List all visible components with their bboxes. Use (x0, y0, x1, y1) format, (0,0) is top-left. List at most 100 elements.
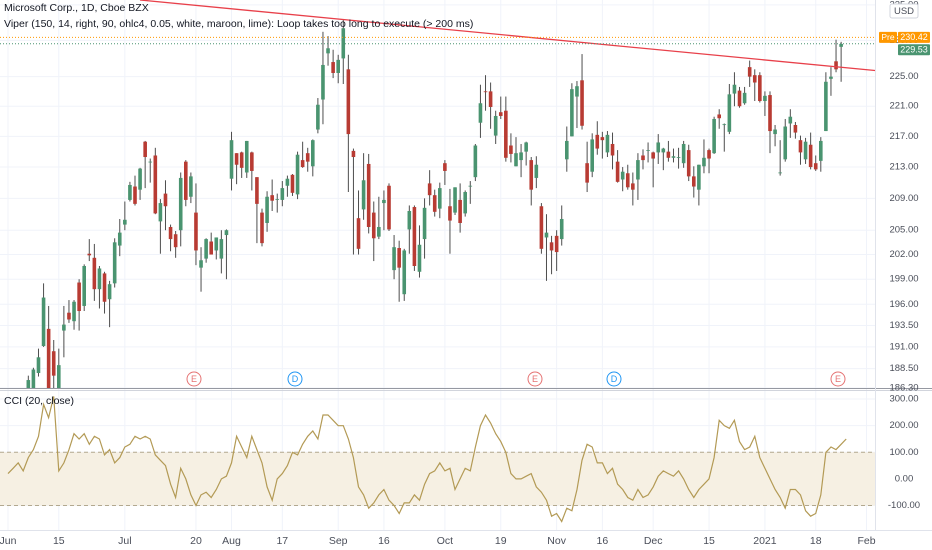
x-tick-label: Aug (222, 535, 241, 547)
candle-body (97, 268, 102, 290)
candle-body (585, 163, 589, 183)
candle-body (453, 187, 457, 213)
candle-body (681, 143, 686, 164)
candle-body (305, 153, 310, 162)
candle-body (839, 43, 843, 47)
y-tick-label: 202.00 (889, 249, 918, 260)
event-label[interactable]: E (532, 374, 538, 384)
pre-market-tag-label: Pre (881, 32, 895, 42)
candle-body (788, 116, 793, 124)
candle-body (26, 380, 31, 388)
candle-body (605, 134, 610, 153)
candle-body (570, 89, 574, 137)
candle-body (631, 183, 635, 190)
x-tick-label: 18 (810, 535, 822, 547)
candle-body (173, 234, 178, 248)
candle-body (346, 69, 351, 135)
price-labels: Pre 230.42 229.53 (0, 31, 930, 56)
candle-body (244, 140, 249, 173)
candle-body (463, 192, 467, 214)
currency-box[interactable] (889, 3, 919, 19)
event-marker[interactable]: E (186, 371, 202, 387)
x-tick-label: Oct (437, 535, 453, 547)
candle-body (412, 207, 417, 267)
candle-body (539, 206, 544, 249)
chart-title: Microsoft Corp., 1D, Cboe BZX (4, 2, 149, 14)
candle-body (209, 241, 213, 255)
candle-body (473, 145, 478, 178)
candle-body (72, 301, 76, 322)
event-marker[interactable]: E (527, 371, 543, 387)
candle-body (239, 152, 244, 168)
candle-body (529, 160, 534, 190)
event-marker[interactable]: D (606, 371, 622, 387)
candle-body (620, 171, 625, 180)
candle-body (153, 155, 158, 214)
candle-body (575, 86, 579, 97)
event-label[interactable]: E (835, 374, 841, 384)
candle-body (204, 239, 208, 259)
candle-body (438, 188, 442, 209)
last-price-value: 229.53 (900, 45, 928, 55)
candle-body (768, 95, 772, 132)
candle-body (316, 104, 320, 130)
candle-body (117, 232, 122, 246)
x-tick-label: 15 (53, 535, 65, 547)
candle-body (458, 199, 462, 223)
candle-body (427, 183, 432, 196)
candle-body (793, 125, 798, 133)
candle-body (666, 151, 671, 158)
event-label[interactable]: D (611, 374, 618, 384)
event-label[interactable]: D (292, 374, 299, 384)
candle-body (280, 188, 285, 200)
candle-body (676, 157, 681, 158)
candle-body (752, 75, 757, 83)
candle-body (504, 110, 508, 158)
candle-body (646, 150, 650, 151)
candle-body (813, 163, 818, 170)
event-marker[interactable]: E (830, 371, 846, 387)
candle-body (275, 199, 280, 200)
candle-body (432, 195, 437, 212)
pre-market-box (898, 31, 930, 43)
candle-body (580, 80, 584, 126)
y-tick-label: 221.00 (889, 101, 918, 112)
candle-body (819, 140, 823, 161)
candle-body (554, 235, 559, 253)
y2-tick-label: 0.00 (895, 473, 914, 484)
candle-body (514, 153, 518, 167)
candle-body (234, 153, 239, 165)
pre-market-value: 230.42 (900, 32, 928, 42)
candle-body (123, 219, 127, 225)
candle-body (92, 257, 97, 290)
candle-body (803, 141, 808, 160)
candle-body (524, 142, 528, 152)
x-tick-label: 15 (703, 535, 715, 547)
candle-body (824, 81, 828, 132)
candle-body (67, 312, 71, 320)
candle-body (702, 157, 706, 167)
event-marker[interactable]: D (287, 371, 303, 387)
candle-body (285, 178, 290, 186)
candle-body (692, 176, 696, 187)
candle-body (686, 150, 691, 177)
currency[interactable]: USD (894, 6, 914, 17)
candle-body (829, 76, 833, 79)
candle-body (773, 129, 777, 135)
candle-body (519, 152, 523, 161)
candle-body (747, 67, 752, 77)
y-tick-label: 188.50 (889, 363, 918, 374)
candle-body (443, 163, 447, 171)
candle-body (102, 273, 107, 302)
candle-body (478, 103, 483, 123)
candle-body (641, 155, 645, 161)
candle-body (392, 247, 396, 271)
y-tick-label: 209.00 (889, 193, 918, 204)
event-label[interactable]: E (191, 374, 197, 384)
y-tick-label: 186.30 (889, 383, 918, 394)
candle-body (158, 203, 163, 222)
candle-body (46, 328, 51, 388)
candle-body (371, 212, 376, 239)
x-tick-label: 17 (276, 535, 288, 547)
trend-line (139, 0, 875, 72)
